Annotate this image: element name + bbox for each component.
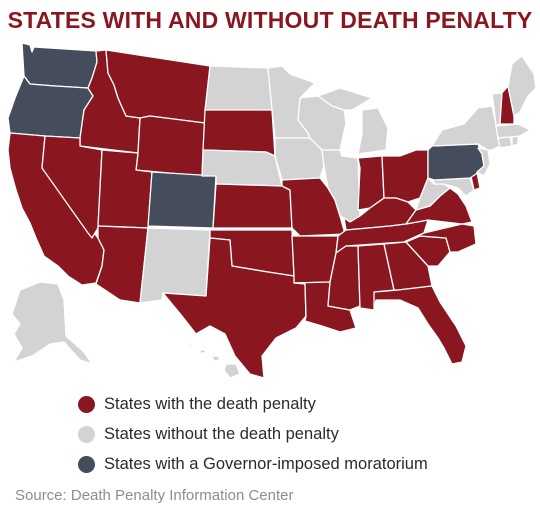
state-AK[interactable] <box>11 281 93 365</box>
state-WY[interactable] <box>135 115 206 177</box>
state-FL[interactable] <box>373 285 467 365</box>
state-AZ[interactable] <box>95 225 149 304</box>
legend-swatch-no-death-penalty <box>78 425 95 443</box>
legend-item-death-penalty: States with the death penalty <box>78 389 428 419</box>
legend-label: States with a Governor-imposed moratoriu… <box>104 454 428 473</box>
map-legend: States with the death penalty States wit… <box>78 389 428 479</box>
state-VT[interactable] <box>491 92 503 127</box>
state-NJ[interactable] <box>476 147 491 177</box>
state-MS[interactable] <box>327 245 361 311</box>
state-CO[interactable] <box>147 171 217 229</box>
state-ME[interactable] <box>507 55 537 117</box>
state-WA[interactable] <box>21 42 98 89</box>
state-NY[interactable] <box>431 105 505 151</box>
state-RI[interactable] <box>511 135 519 147</box>
state-MI[interactable] <box>317 87 389 155</box>
legend-swatch-moratorium <box>78 455 95 473</box>
state-HI[interactable] <box>187 342 241 379</box>
state-TX[interactable] <box>162 237 307 379</box>
state-PA[interactable] <box>427 143 485 181</box>
state-ND[interactable] <box>204 65 273 111</box>
legend-item-moratorium: States with a Governor-imposed moratoriu… <box>78 449 428 479</box>
state-WV[interactable] <box>415 177 451 211</box>
state-MA[interactable] <box>495 123 531 139</box>
legend-label: States without the death penalty <box>104 424 339 443</box>
state-NC[interactable] <box>403 223 477 253</box>
source-credit: Source: Death Penalty Information Center <box>15 487 294 504</box>
state-NH[interactable] <box>499 85 515 125</box>
legend-item-no-death-penalty: States without the death penalty <box>78 419 428 449</box>
state-KS[interactable] <box>212 183 293 229</box>
state-SD[interactable] <box>202 109 276 157</box>
legend-label: States with the death penalty <box>104 394 316 413</box>
legend-swatch-death-penalty <box>78 395 95 413</box>
map-title: STATES WITH AND WITHOUT DEATH PENALTY <box>7 7 533 33</box>
state-MD[interactable] <box>433 177 475 197</box>
state-NM[interactable] <box>139 227 211 304</box>
us-states-map <box>7 42 537 379</box>
